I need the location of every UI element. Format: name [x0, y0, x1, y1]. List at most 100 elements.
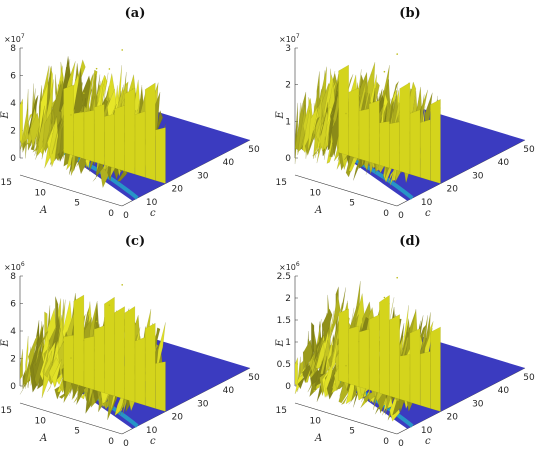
surface-facet	[322, 308, 333, 344]
surface-wall	[83, 109, 95, 163]
peak-point	[95, 320, 98, 323]
peak-point	[358, 95, 360, 97]
surface-peaks	[294, 53, 441, 187]
z-axis-label: E	[275, 111, 286, 120]
surface-wall	[389, 314, 400, 400]
z-tick-label: 2	[285, 294, 291, 304]
c-tick-label: 50	[248, 145, 260, 155]
surface-facet	[322, 106, 333, 156]
panel-c: (c) ×106 0 2 4 6 8 E 0 5 10 15 A 0 10 20 30 40 50 c	[0, 234, 260, 449]
surface-peaks	[294, 276, 441, 422]
a-tick-label: 5	[74, 199, 80, 209]
z-tick-label: 2	[10, 127, 16, 137]
a-tick-label: 15	[276, 406, 287, 416]
c-tick-label: 20	[446, 413, 458, 423]
surface-wall	[73, 111, 85, 159]
surface-wall	[155, 361, 166, 412]
z-axis-label: E	[0, 339, 11, 348]
a-tick-label: 5	[349, 427, 355, 437]
c-tick-label: 10	[146, 198, 158, 208]
z-tick-label: 4	[10, 99, 16, 109]
z-tick-label: 8	[10, 44, 16, 54]
surface-facet	[304, 351, 316, 383]
a-tick-label: 10	[35, 416, 47, 426]
surface-facet	[34, 105, 45, 156]
surface-wall	[358, 328, 370, 391]
a-tick-label: 0	[108, 209, 114, 219]
c-tick-label: 0	[398, 211, 404, 221]
surface-facet	[19, 109, 31, 152]
a-tick-label: 10	[310, 188, 322, 198]
z-axis-label: E	[275, 339, 286, 348]
a-axis-label: A	[314, 433, 322, 444]
c-axis-label: c	[150, 208, 156, 219]
c-tick-label: 30	[197, 171, 209, 181]
c-tick-label: 50	[523, 373, 535, 383]
c-axis-label: c	[425, 208, 431, 219]
surface-wall	[348, 87, 360, 159]
peak-point	[121, 49, 123, 51]
panel-label: (b)	[399, 6, 420, 21]
surface-facet	[294, 102, 298, 165]
surface-facet	[39, 339, 51, 381]
z-tick-label: 0	[285, 382, 291, 392]
peak-point	[95, 67, 98, 70]
a-tick-label: 0	[383, 209, 389, 219]
peak-point	[383, 296, 386, 299]
peak-point	[345, 112, 347, 115]
c-tick-label: 0	[123, 439, 129, 449]
panel-label: (d)	[399, 234, 420, 249]
surface-wall	[358, 108, 370, 163]
surface-peaks	[19, 49, 166, 189]
surface-wall	[409, 328, 421, 406]
peak-point	[83, 92, 85, 94]
z-tick-label: 0	[285, 154, 291, 164]
surface-facet	[41, 110, 53, 160]
surface-wall	[104, 296, 115, 397]
peak-point	[108, 304, 111, 306]
surface-facet	[38, 331, 49, 355]
z-tick-label: 2	[285, 81, 291, 91]
panel-label: (a)	[125, 6, 146, 21]
a-axis-line	[19, 402, 123, 435]
z-tick-label: 0	[10, 154, 16, 164]
z-axis-label: E	[0, 111, 11, 120]
surface-facet	[51, 359, 63, 389]
surface-facet	[309, 116, 320, 150]
surface-wall	[389, 121, 400, 172]
surface-wall	[134, 337, 146, 406]
z-multiplier: ×106	[4, 261, 25, 272]
surface-wall	[419, 119, 431, 181]
surface-facet	[51, 110, 63, 155]
z-tick-label: 2	[10, 355, 16, 365]
surface-wall	[399, 354, 411, 403]
c-tick-label: 10	[421, 198, 433, 208]
surface-facet	[313, 333, 324, 372]
a-tick-label: 15	[276, 178, 287, 188]
peak-point	[83, 339, 85, 342]
z-tick-label: 1	[285, 338, 291, 348]
a-tick-label: 15	[1, 178, 12, 188]
surface-wall	[93, 104, 105, 166]
surface-wall	[430, 99, 441, 184]
c-tick-label: 10	[421, 426, 433, 436]
surface-wall	[63, 84, 74, 156]
surface-wall	[379, 294, 390, 397]
a-axis-line	[19, 174, 123, 207]
peak-point	[345, 364, 347, 367]
surface-facet	[307, 106, 318, 152]
peak-point	[383, 70, 386, 73]
peak-point	[396, 276, 398, 279]
peak-point	[108, 68, 111, 70]
surface-facet	[318, 327, 329, 353]
c-tick-label: 20	[171, 185, 183, 195]
surface-wall	[430, 326, 441, 412]
surface-wall	[124, 87, 136, 175]
surface-wall	[348, 325, 360, 387]
surface-wall	[104, 113, 115, 169]
panel-b: (b) ×107 0 1 2 3 E 0 5 10 15 A 0 10 20 30 40 50 c	[275, 6, 535, 221]
c-tick-label: 30	[472, 171, 484, 181]
z-multiplier: ×106	[279, 261, 300, 272]
c-tick-label: 20	[171, 413, 183, 423]
